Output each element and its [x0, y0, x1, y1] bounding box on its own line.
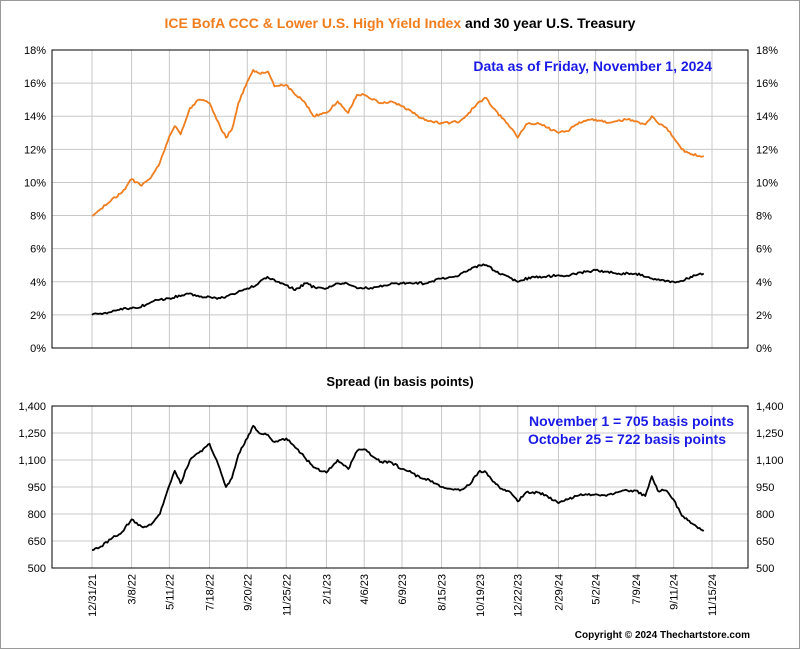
y-tick-label-right: 500 — [756, 563, 774, 575]
x-tick-label: 12/31/21 — [87, 574, 99, 617]
bottom-panel-border — [51, 405, 749, 569]
y-tick-label-right: 10% — [756, 177, 778, 189]
x-tick-label: 6/9/23 — [397, 574, 409, 605]
x-tick-label: 11/25/22 — [281, 574, 293, 616]
chart-title: ICE BofA CCC & Lower U.S. High Yield Ind… — [165, 15, 636, 31]
y-tick-label-left: 950 — [28, 482, 46, 494]
x-tick-label: 9/20/22 — [242, 574, 254, 611]
y-tick-label-right: 1,100 — [756, 455, 784, 467]
y-tick-label-left: 12% — [24, 144, 46, 156]
x-tick-label: 9/11/24 — [669, 574, 681, 610]
top-panel-grid — [52, 49, 748, 349]
y-tick-label-left: 16% — [24, 78, 46, 90]
bottom-y-ticks-left: 500 650 800 950 1,100 1,250 1,400 — [18, 401, 46, 575]
x-axis-ticks: 12/31/21 3/8/22 5/11/22 7/18/22 9/20/22 11/25… — [87, 574, 719, 617]
x-tick-label: 11/15/24 — [707, 574, 719, 616]
y-tick-label-right: 1,400 — [756, 401, 784, 413]
series-line — [92, 424, 705, 551]
y-tick-label-right: 6% — [756, 244, 772, 256]
x-tick-label: 5/2/24 — [591, 574, 603, 605]
y-tick-label-right: 650 — [756, 536, 774, 548]
top-panel-border — [51, 49, 749, 349]
y-tick-label-right: 800 — [756, 509, 774, 521]
y-tick-label-right: 0% — [756, 343, 772, 355]
y-tick-label-left: 0% — [30, 343, 46, 355]
y-tick-label-right: 14% — [756, 111, 778, 123]
y-tick-label-right: 8% — [756, 211, 772, 223]
y-tick-label-left: 6% — [30, 244, 46, 256]
copyright-text: Copyright © 2024 Thechartstore.com — [575, 630, 750, 641]
x-tick-label: 2/1/23 — [321, 574, 333, 605]
y-tick-label-left: 2% — [30, 310, 46, 322]
y-tick-label-left: 14% — [24, 111, 46, 123]
bottom-y-ticks-right: 500 650 800 950 1,100 1,250 1,400 — [756, 401, 784, 575]
x-tick-label: 4/6/23 — [359, 574, 371, 605]
y-tick-label-left: 500 — [28, 563, 46, 575]
y-tick-label-right: 950 — [756, 482, 774, 494]
y-tick-label-right: 12% — [756, 144, 778, 156]
spread-annotation-oct25: October 25 = 722 basis points — [528, 431, 726, 447]
bottom-panel-series — [92, 424, 705, 551]
y-tick-label-right: 16% — [756, 78, 778, 90]
spread-panel-title: Spread (in basis points) — [326, 374, 473, 389]
x-tick-label: 2/29/24 — [554, 574, 566, 611]
top-panel-series — [91, 69, 705, 316]
y-tick-label-right: 18% — [756, 45, 778, 57]
x-tick-label: 5/11/22 — [164, 574, 176, 610]
y-tick-label-left: 8% — [30, 211, 46, 223]
x-tick-label: 7/18/22 — [205, 574, 217, 611]
y-tick-label-left: 1,100 — [18, 455, 46, 467]
chart-title-ccc: ICE BofA CCC & Lower U.S. High Yield Ind… — [165, 15, 462, 31]
y-tick-label-left: 10% — [24, 177, 46, 189]
x-tick-label: 8/15/23 — [437, 574, 449, 611]
chart-title-treasury: and 30 year U.S. Treasury — [461, 15, 636, 31]
y-tick-label-left: 650 — [28, 536, 46, 548]
y-tick-label-left: 4% — [30, 277, 46, 289]
x-tick-label: 7/9/24 — [631, 574, 643, 605]
y-tick-label-left: 800 — [28, 509, 46, 521]
top-y-ticks-right: 0% 2% 4% 6% 8% 10% 12% 14% 16% 18% — [756, 45, 778, 355]
y-tick-label-left: 1,400 — [18, 401, 46, 413]
x-tick-label: 12/22/23 — [513, 574, 525, 617]
y-tick-label-right: 2% — [756, 310, 772, 322]
y-tick-label-right: 4% — [756, 277, 772, 289]
y-tick-label-left: 18% — [24, 45, 46, 57]
y-tick-label-right: 1,250 — [756, 428, 784, 440]
x-tick-label: 10/19/23 — [475, 574, 487, 617]
top-y-ticks-left: 0% 2% 4% 6% 8% 10% 12% 14% 16% 18% — [24, 45, 46, 355]
x-tick-label: 3/8/22 — [127, 574, 139, 605]
series-line — [91, 263, 705, 316]
series-line — [91, 69, 705, 217]
y-tick-label-left: 1,250 — [18, 428, 46, 440]
spread-annotation-nov1: November 1 = 705 basis points — [529, 413, 734, 429]
as-of-note: Data as of Friday, November 1, 2024 — [473, 58, 712, 74]
